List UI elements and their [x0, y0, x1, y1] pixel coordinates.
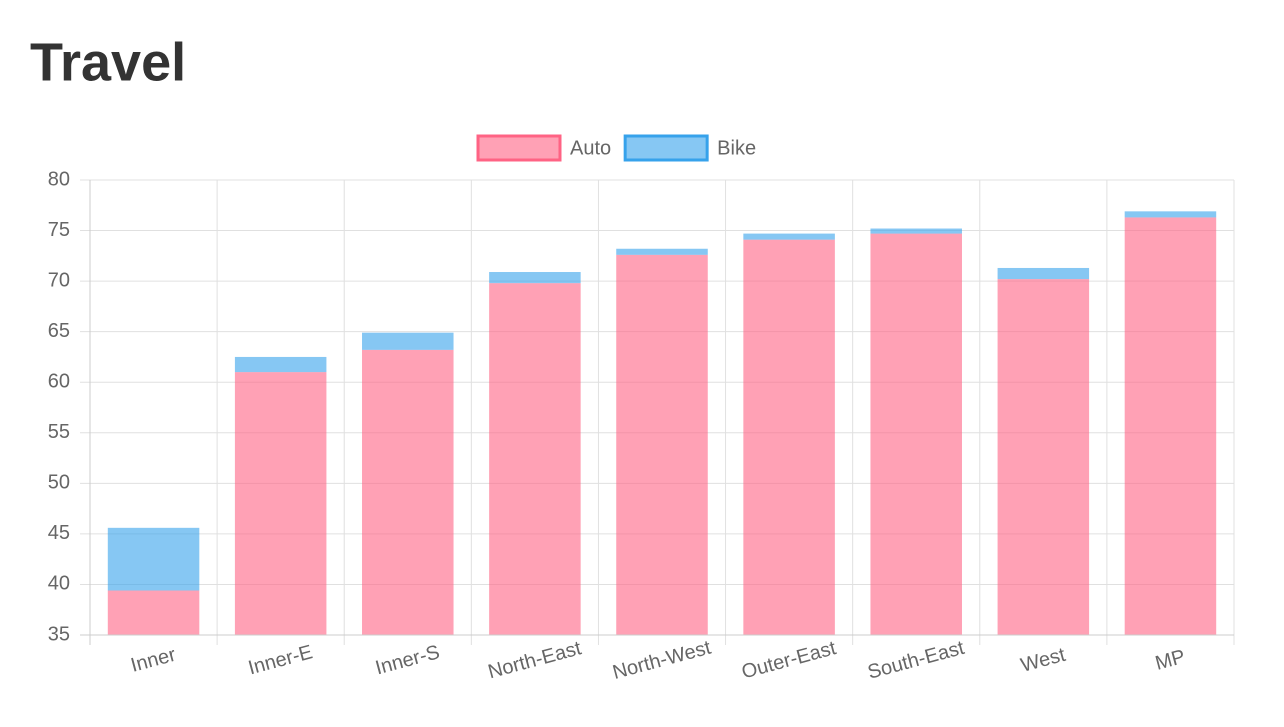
bar-segment — [489, 272, 581, 284]
bar-segment — [234, 356, 327, 373]
y-tick-label: 55 — [48, 421, 70, 443]
x-tick-label: Outer-East — [739, 637, 839, 683]
bar-segment — [616, 254, 708, 636]
bar-segment — [743, 233, 835, 240]
x-tick-label: South-East — [865, 637, 967, 684]
x-tick-label: Inner-E — [246, 641, 315, 679]
x-tick-label: MP — [1153, 646, 1188, 675]
bar-segment — [107, 527, 200, 591]
bar-segment — [616, 248, 708, 255]
legend-swatch — [476, 134, 562, 162]
legend-label: Bike — [717, 137, 756, 159]
bar-segment — [1124, 217, 1217, 635]
y-tick-label: 80 — [48, 168, 70, 190]
y-tick-label: 70 — [48, 269, 70, 291]
x-tick-label: North-West — [610, 637, 713, 684]
y-tick-label: 65 — [48, 320, 70, 342]
x-tick-label: North-East — [486, 637, 584, 683]
y-tick-label: 45 — [48, 522, 70, 544]
y-tick-label: 50 — [48, 472, 70, 494]
bar-segment — [1124, 211, 1217, 218]
bar-segment — [362, 349, 454, 635]
y-tick-label: 75 — [48, 219, 70, 241]
bar-segment — [362, 332, 454, 350]
x-tick-label: Inner — [129, 644, 179, 677]
y-tick-label: 60 — [48, 371, 70, 393]
bar-segment — [234, 372, 327, 635]
bar-segment — [489, 283, 581, 635]
bar-segment — [743, 239, 835, 635]
bar-segment — [107, 590, 200, 635]
y-tick-label: 35 — [48, 623, 70, 645]
chart-title: Travel — [30, 32, 186, 92]
x-tick-label: West — [1018, 644, 1068, 677]
bar-segment — [997, 279, 1090, 635]
legend-label: Auto — [570, 137, 611, 159]
bar-segment — [870, 228, 962, 234]
legend-swatch — [623, 134, 709, 162]
bar-segment — [870, 233, 962, 636]
bar-segment — [997, 267, 1090, 280]
y-tick-label: 40 — [48, 573, 70, 595]
legend: Auto Bike — [476, 134, 756, 162]
x-tick-label: Inner-S — [373, 641, 442, 679]
